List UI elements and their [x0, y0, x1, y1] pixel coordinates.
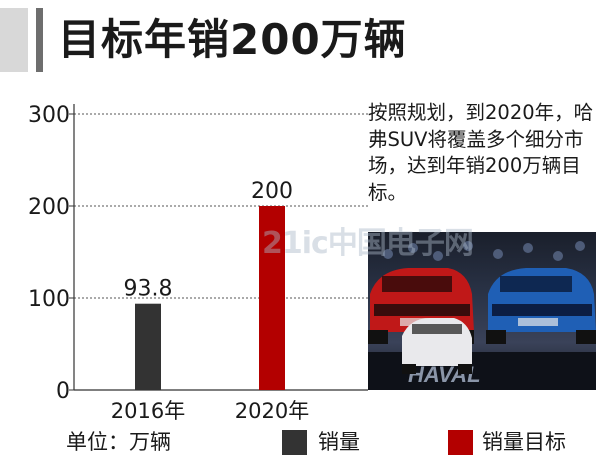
- data-label: 93.8: [124, 277, 173, 302]
- legend-swatch-target: [448, 430, 473, 455]
- legend-label-sales: 销量: [318, 430, 360, 454]
- title-bar: 目标年销200万辆: [0, 0, 600, 78]
- unit-label: 单位：万辆: [66, 430, 171, 454]
- y-tick-label: 0: [56, 379, 70, 404]
- y-tick-label: 200: [28, 195, 70, 220]
- car-photo-illustration: HAVAL: [368, 241, 596, 390]
- annotation-text: 按照规划，到2020年，哈弗SUV将覆盖多个细分市场，达到年销200万辆目标。: [368, 101, 594, 204]
- car-photo: HAVAL: [368, 232, 596, 390]
- x-tick-label: 2016年: [111, 399, 185, 423]
- y-tick-label: 300: [28, 103, 70, 128]
- data-label: 200: [251, 179, 293, 204]
- watermark: 21ic中国电子网: [262, 226, 474, 261]
- page-title: 目标年销200万辆: [58, 15, 407, 64]
- white-suv: [402, 318, 472, 374]
- title-accent-dark: [36, 8, 43, 72]
- red-suv: [368, 268, 474, 344]
- legend-label-target: 销量目标: [482, 430, 566, 454]
- y-tick-label: 100: [28, 287, 70, 312]
- x-tick-label: 2020年: [235, 399, 309, 423]
- title-accent-light: [0, 8, 28, 72]
- bar: [135, 303, 161, 390]
- bar: [259, 206, 285, 390]
- legend-swatch-sales: [282, 430, 307, 455]
- blue-suv: [486, 268, 596, 344]
